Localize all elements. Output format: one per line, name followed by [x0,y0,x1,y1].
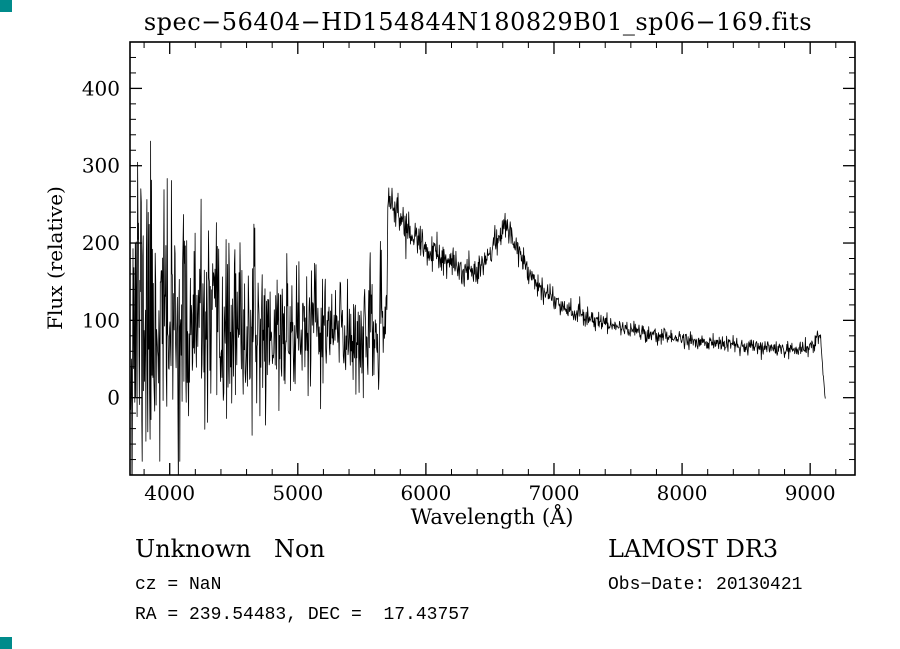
tick-labels: 4000 5000 6000 7000 8000 9000 0 100 200 300 400 [82,76,836,505]
axis-major-ticks [130,42,855,475]
x-tick-label: 7000 [529,481,580,505]
x-tick-label: 8000 [657,481,708,505]
ra-dec-text: RA = 239.54483, DEC = 17.43757 [135,605,470,625]
survey-release-text: LAMOST DR3 [608,535,779,563]
y-axis-label: Flux (relative) [43,186,67,330]
x-axis-label: Wavelength (Å) [411,504,574,529]
x-tick-label: 5000 [272,481,323,505]
y-tick-label: 400 [82,76,120,100]
y-tick-label: 200 [82,231,120,255]
y-tick-label: 100 [82,308,120,332]
spectrum-chart: spec−56404−HD154844N180829B01_sp06−169.f… [43,8,856,529]
x-tick-label: 6000 [400,481,451,505]
x-tick-label: 4000 [144,481,195,505]
y-tick-label: 0 [107,386,120,410]
y-tick-label: 300 [82,154,120,178]
obs-date-text: Obs−Date: 20130421 [608,575,803,595]
corner-mark-top-left [0,0,12,12]
plot-frame [129,41,856,476]
cz-value-text: cz = NaN [135,575,222,595]
x-tick-label: 9000 [785,481,836,505]
spectrum-line [130,140,826,475]
chart-title: spec−56404−HD154844N180829B01_sp06−169.f… [144,8,812,36]
classification-text: Unknown Non [135,535,325,563]
axis-minor-ticks [130,41,855,475]
corner-mark-bottom-left [0,637,12,649]
